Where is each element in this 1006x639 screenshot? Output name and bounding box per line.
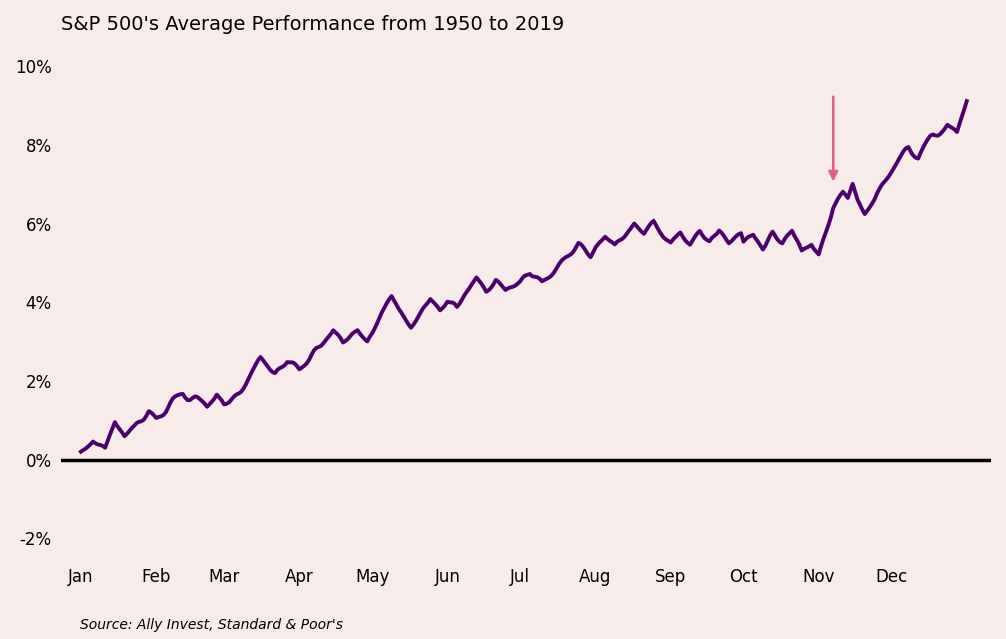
Text: Source: Ally Invest, Standard & Poor's: Source: Ally Invest, Standard & Poor's [80, 619, 343, 633]
Text: S&P 500's Average Performance from 1950 to 2019: S&P 500's Average Performance from 1950 … [61, 15, 564, 34]
